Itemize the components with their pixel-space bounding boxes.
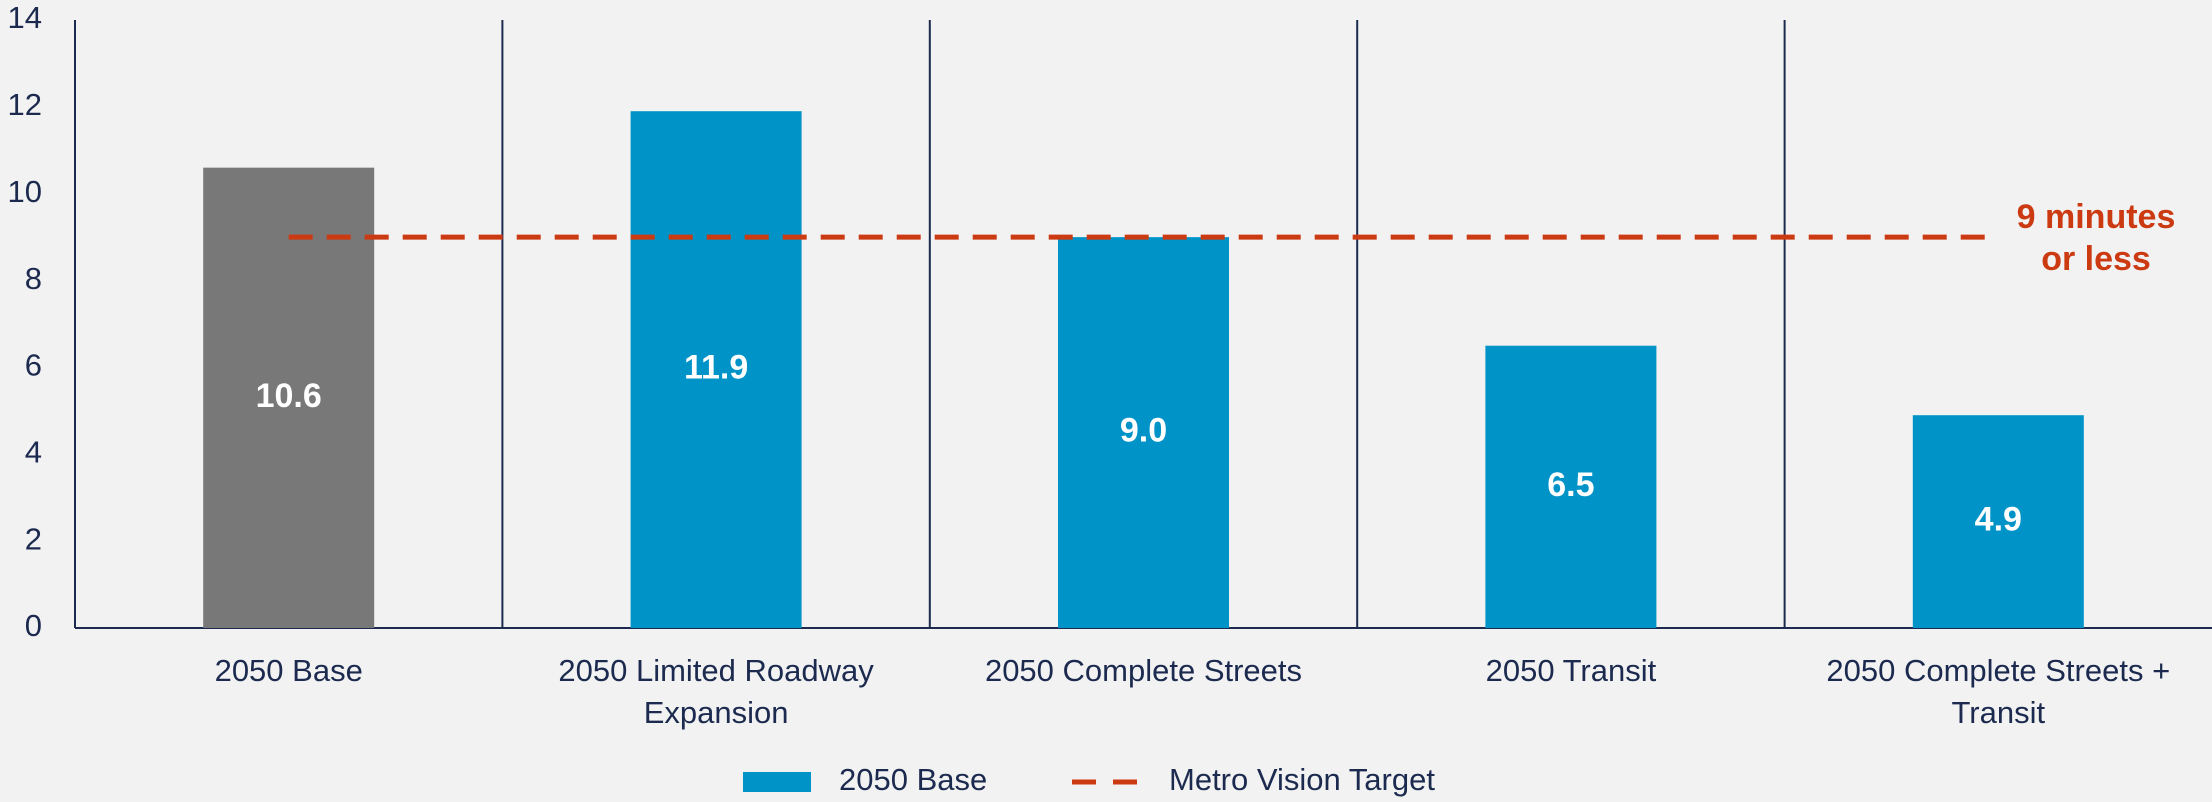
x-tick-label: 2050 Limited Roadway Expansion <box>558 653 874 730</box>
y-tick-label: 6 <box>25 348 42 383</box>
legend-swatch <box>743 772 811 792</box>
bar <box>1058 237 1229 628</box>
y-tick-label: 8 <box>25 261 42 296</box>
x-tick-label: 2050 Transit <box>1486 653 1657 688</box>
target-annotation: 9 minutes or less <box>2017 198 2176 278</box>
y-tick-label: 12 <box>8 87 42 122</box>
bar <box>1485 345 1657 628</box>
value-label: 6.5 <box>1547 466 1594 504</box>
y-tick-label: 0 <box>25 608 42 643</box>
x-tick-label: 2050 Complete Streets <box>985 653 1302 688</box>
value-label: 11.9 <box>684 349 748 387</box>
value-label: 9.0 <box>1120 412 1167 450</box>
legend-label: Metro Vision Target <box>1169 762 1435 797</box>
bar <box>630 111 802 628</box>
bar <box>203 167 375 628</box>
x-tick-label: 2050 Complete Streets + Transit <box>1826 653 2170 730</box>
legend-label: 2050 Base <box>839 762 987 797</box>
y-tick-label: 14 <box>8 0 42 35</box>
y-tick-label: 10 <box>8 174 42 209</box>
x-tick-label: 2050 Base <box>215 653 363 688</box>
y-tick-label: 4 <box>25 434 42 469</box>
value-label: 10.6 <box>256 377 322 415</box>
value-label: 4.9 <box>1975 501 2022 539</box>
y-tick-label: 2 <box>25 521 42 556</box>
bar <box>1912 415 2084 628</box>
